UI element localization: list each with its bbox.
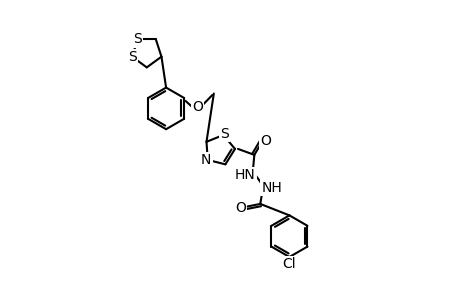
Text: HN: HN <box>235 168 255 182</box>
Text: S: S <box>133 32 142 46</box>
Text: O: O <box>192 100 202 114</box>
Text: NH: NH <box>261 181 281 195</box>
Text: S: S <box>128 50 136 64</box>
Text: O: O <box>235 201 246 215</box>
Text: N: N <box>201 153 211 167</box>
Text: O: O <box>260 134 270 148</box>
Text: S: S <box>220 127 229 140</box>
Text: Cl: Cl <box>282 257 296 272</box>
